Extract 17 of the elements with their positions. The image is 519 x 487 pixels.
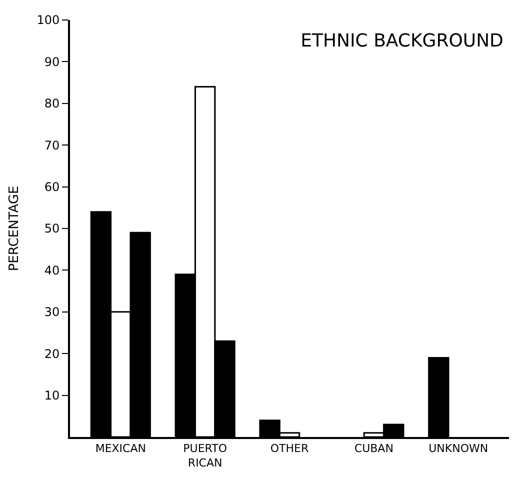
y-tick-label: 100 bbox=[36, 13, 60, 28]
y-tick-label: 60 bbox=[44, 180, 60, 194]
x-tick-label: UNKNOWN bbox=[428, 442, 488, 456]
y-tick-label: 80 bbox=[44, 96, 60, 111]
x-tick-label: PUERTO RICAN bbox=[183, 442, 228, 470]
y-tick-label: 10 bbox=[44, 388, 60, 402]
y-tick-label: 90 bbox=[44, 54, 60, 69]
x-tick-label: CUBAN bbox=[354, 442, 394, 456]
y-tick-label: 50 bbox=[44, 222, 60, 236]
y-tick-label: 70 bbox=[44, 138, 60, 152]
y-tick-label: 20 bbox=[44, 346, 60, 361]
y-tick-label: 30 bbox=[44, 305, 60, 320]
x-tick-label: MEXICAN bbox=[95, 442, 146, 456]
text: ETHNIC BACKGROUND bbox=[300, 30, 504, 52]
y-axis-title: PERCENTAGE bbox=[7, 186, 22, 272]
y-tick-label: 40 bbox=[44, 263, 60, 278]
x-tick-label: OTHER bbox=[270, 442, 309, 456]
